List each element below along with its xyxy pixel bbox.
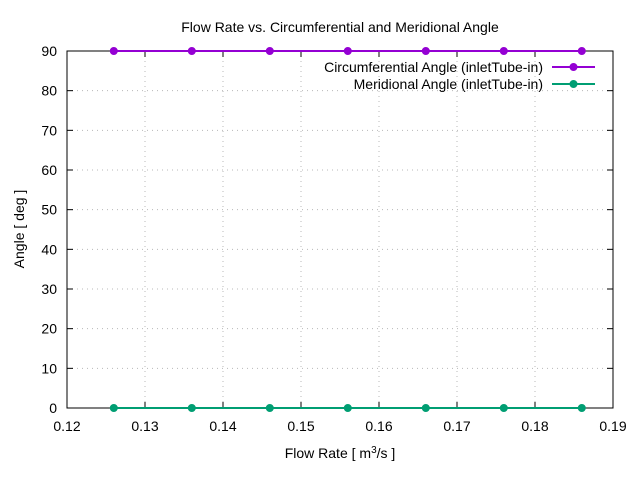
y-tick-label: 90 <box>41 43 57 59</box>
legend-item: Meridional Angle (inletTube-in) <box>354 76 595 92</box>
data-point <box>421 47 430 55</box>
data-point <box>109 404 118 412</box>
data-point <box>187 404 196 412</box>
legend-marker <box>569 80 578 88</box>
data-point <box>499 404 508 412</box>
data-point <box>187 47 196 55</box>
y-tick-label: 20 <box>41 321 57 337</box>
y-tick-label: 30 <box>41 281 57 297</box>
y-tick-label: 40 <box>41 241 57 257</box>
x-axis-label-prefix: Flow Rate [ m <box>285 445 371 461</box>
series-group <box>109 404 586 412</box>
chart-title: Flow Rate vs. Circumferential and Meridi… <box>181 19 499 35</box>
x-axis-label-suffix: /s ] <box>377 445 396 461</box>
y-tick-label: 60 <box>41 162 57 178</box>
legend-marker <box>569 63 578 71</box>
y-tick-label: 10 <box>41 360 57 376</box>
data-point <box>343 47 352 55</box>
y-tick-label: 50 <box>41 202 57 218</box>
y-tick-label: 80 <box>41 83 57 99</box>
x-tick-label: 0.19 <box>599 418 626 434</box>
data-point <box>499 47 508 55</box>
data-point <box>109 47 118 55</box>
y-axis-label: Angle [ deg ] <box>11 190 27 269</box>
grid-layer <box>67 51 613 408</box>
series-layer <box>109 47 586 412</box>
x-tick-label: 0.12 <box>53 418 80 434</box>
y-tick-label: 70 <box>41 122 57 138</box>
x-tick-label: 0.13 <box>131 418 158 434</box>
legend-label: Meridional Angle (inletTube-in) <box>354 76 543 92</box>
x-tick-label: 0.14 <box>209 418 236 434</box>
x-tick-label: 0.15 <box>287 418 314 434</box>
tick-layer: 0.12 0.13 0.14 0.15 0.16 0.17 0.18 0.19 0 10 20 30 4… <box>41 43 626 434</box>
data-point <box>265 404 274 412</box>
data-point <box>265 47 274 55</box>
x-tick-label: 0.17 <box>443 418 470 434</box>
data-point <box>577 404 586 412</box>
x-tick-label: 0.18 <box>521 418 548 434</box>
legend-item: Circumferential Angle (inletTube-in) <box>324 59 595 75</box>
plot-frame <box>66 50 614 409</box>
x-tick-label: 0.16 <box>365 418 392 434</box>
data-point <box>577 47 586 55</box>
series-group <box>109 47 586 55</box>
data-point <box>343 404 352 412</box>
x-axis-label: Flow Rate [ m3/s ] <box>285 445 396 461</box>
data-point <box>421 404 430 412</box>
x-axis-label-superscript: 3 <box>371 445 377 456</box>
legend-label: Circumferential Angle (inletTube-in) <box>324 59 543 75</box>
axis-frame <box>66 50 614 409</box>
y-tick-label: 0 <box>49 400 57 416</box>
legend: Circumferential Angle (inletTube-in)Meri… <box>324 59 595 92</box>
